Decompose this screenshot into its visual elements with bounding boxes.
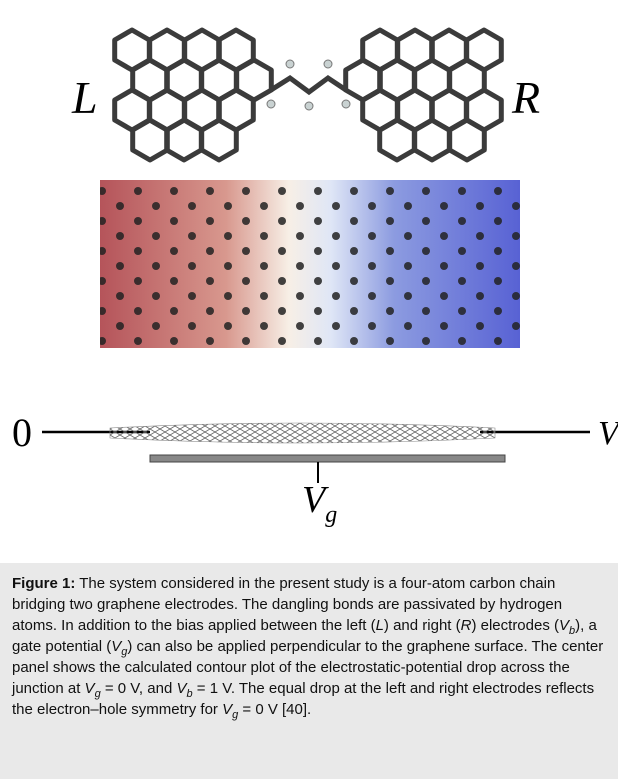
hexagon: [202, 120, 237, 160]
subscript: g: [325, 502, 337, 528]
caption-label: Figure 1:: [12, 575, 76, 592]
symbol: V: [302, 479, 329, 521]
caption-text: ) electrodes (: [471, 617, 560, 634]
right-label: R: [511, 72, 540, 123]
gate-electrode: [149, 454, 506, 463]
hydrogen: [341, 99, 351, 109]
hexagon: [415, 120, 450, 160]
caption-text: g: [94, 688, 101, 700]
left-flake: [115, 30, 272, 160]
symbol: V: [598, 415, 618, 452]
hydrogen: [304, 101, 314, 111]
caption-text: V: [176, 680, 187, 697]
atom-positions: [100, 180, 520, 348]
caption-text: V: [84, 680, 95, 697]
caption-text: ) and right (: [383, 617, 461, 634]
caption-text: L: [375, 617, 384, 634]
hexagon: [450, 120, 485, 160]
hydrogen: [285, 59, 295, 69]
caption-text: The system considered in the present stu…: [12, 575, 563, 634]
caption-text: = 0 V [40].: [238, 701, 312, 718]
figure-art: L R 0 Vb Vg: [12, 0, 618, 528]
caption-text: R: [460, 617, 472, 634]
caption: Figure 1: The system considered in the p…: [0, 563, 618, 779]
carbon-chain: [269, 74, 348, 96]
caption-text: V: [111, 638, 122, 655]
caption-text: b: [569, 625, 576, 637]
caption-text: = 0 V, and: [100, 680, 177, 697]
bias-label: Vb: [598, 415, 618, 457]
caption-text: b: [186, 688, 193, 700]
hexagon: [133, 120, 168, 160]
caption-text: V: [222, 701, 233, 718]
caption-text: ) can also be applied perpendicular to t…: [12, 638, 604, 697]
hydrogens: [266, 59, 351, 111]
gate-label: Vg: [302, 479, 337, 528]
graphene-side: [109, 422, 496, 444]
caption-text: V: [559, 617, 570, 634]
caption-text: g: [121, 646, 128, 658]
caption-text: ), a gate potential (: [12, 617, 597, 655]
ground-label: 0: [12, 410, 32, 455]
caption-text: = 1 V. The equal drop at the left and ri…: [12, 680, 595, 718]
left-label: L: [71, 72, 98, 123]
hexagon: [380, 120, 415, 160]
right-flake: [346, 30, 502, 160]
hydrogen: [266, 99, 276, 109]
hexagon: [167, 120, 202, 160]
caption-text: g: [232, 709, 239, 721]
hydrogen: [323, 59, 333, 69]
